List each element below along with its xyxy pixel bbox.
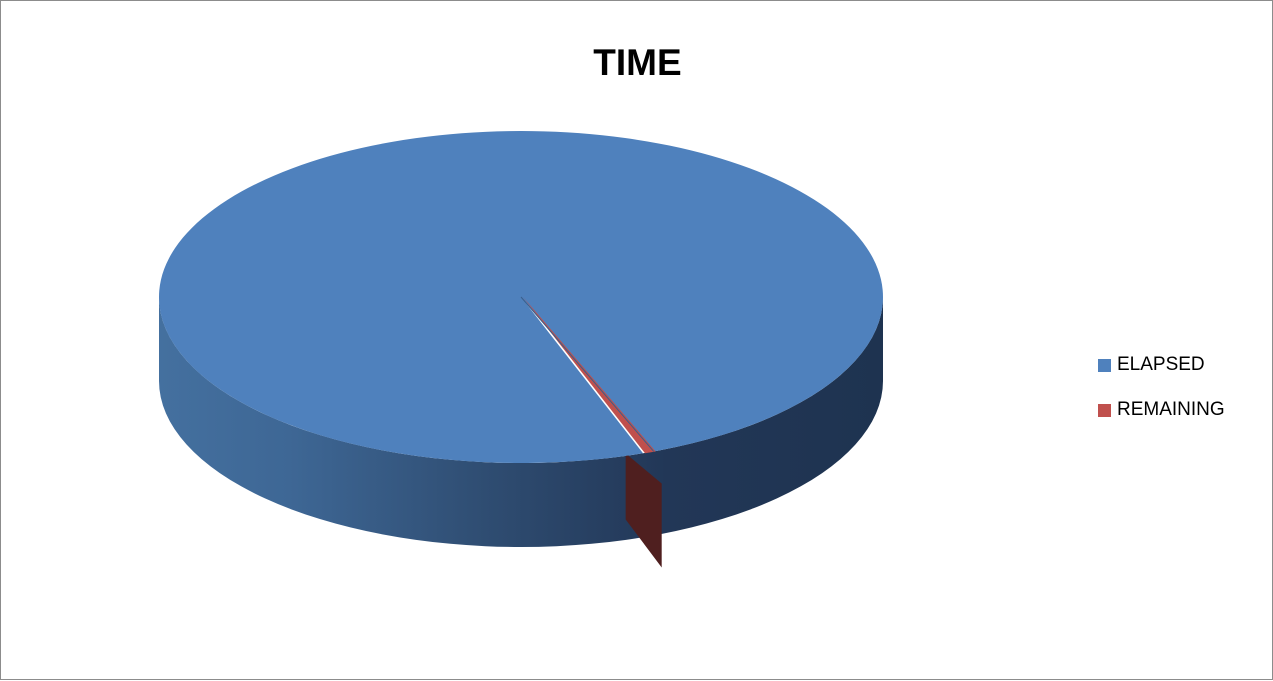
- pie-side-wall: [159, 297, 883, 547]
- legend-swatch-remaining: [1098, 403, 1111, 417]
- pie-slice-remaining: [523, 297, 656, 454]
- legend-item-elapsed: ELAPSED: [1098, 351, 1225, 379]
- legend-swatch-elapsed: [1098, 358, 1111, 372]
- legend-label-elapsed: ELAPSED: [1117, 354, 1205, 375]
- pie-slice-remaining-side: [625, 453, 662, 568]
- legend-item-remaining: REMAINING: [1098, 396, 1225, 424]
- legend: ELAPSED REMAINING: [1098, 351, 1225, 441]
- pie-slice-divider: [520, 296, 655, 452]
- legend-label-remaining: REMAINING: [1117, 399, 1225, 420]
- chart-title: TIME: [593, 42, 682, 83]
- pie-slice-elapsed: [158, 131, 883, 464]
